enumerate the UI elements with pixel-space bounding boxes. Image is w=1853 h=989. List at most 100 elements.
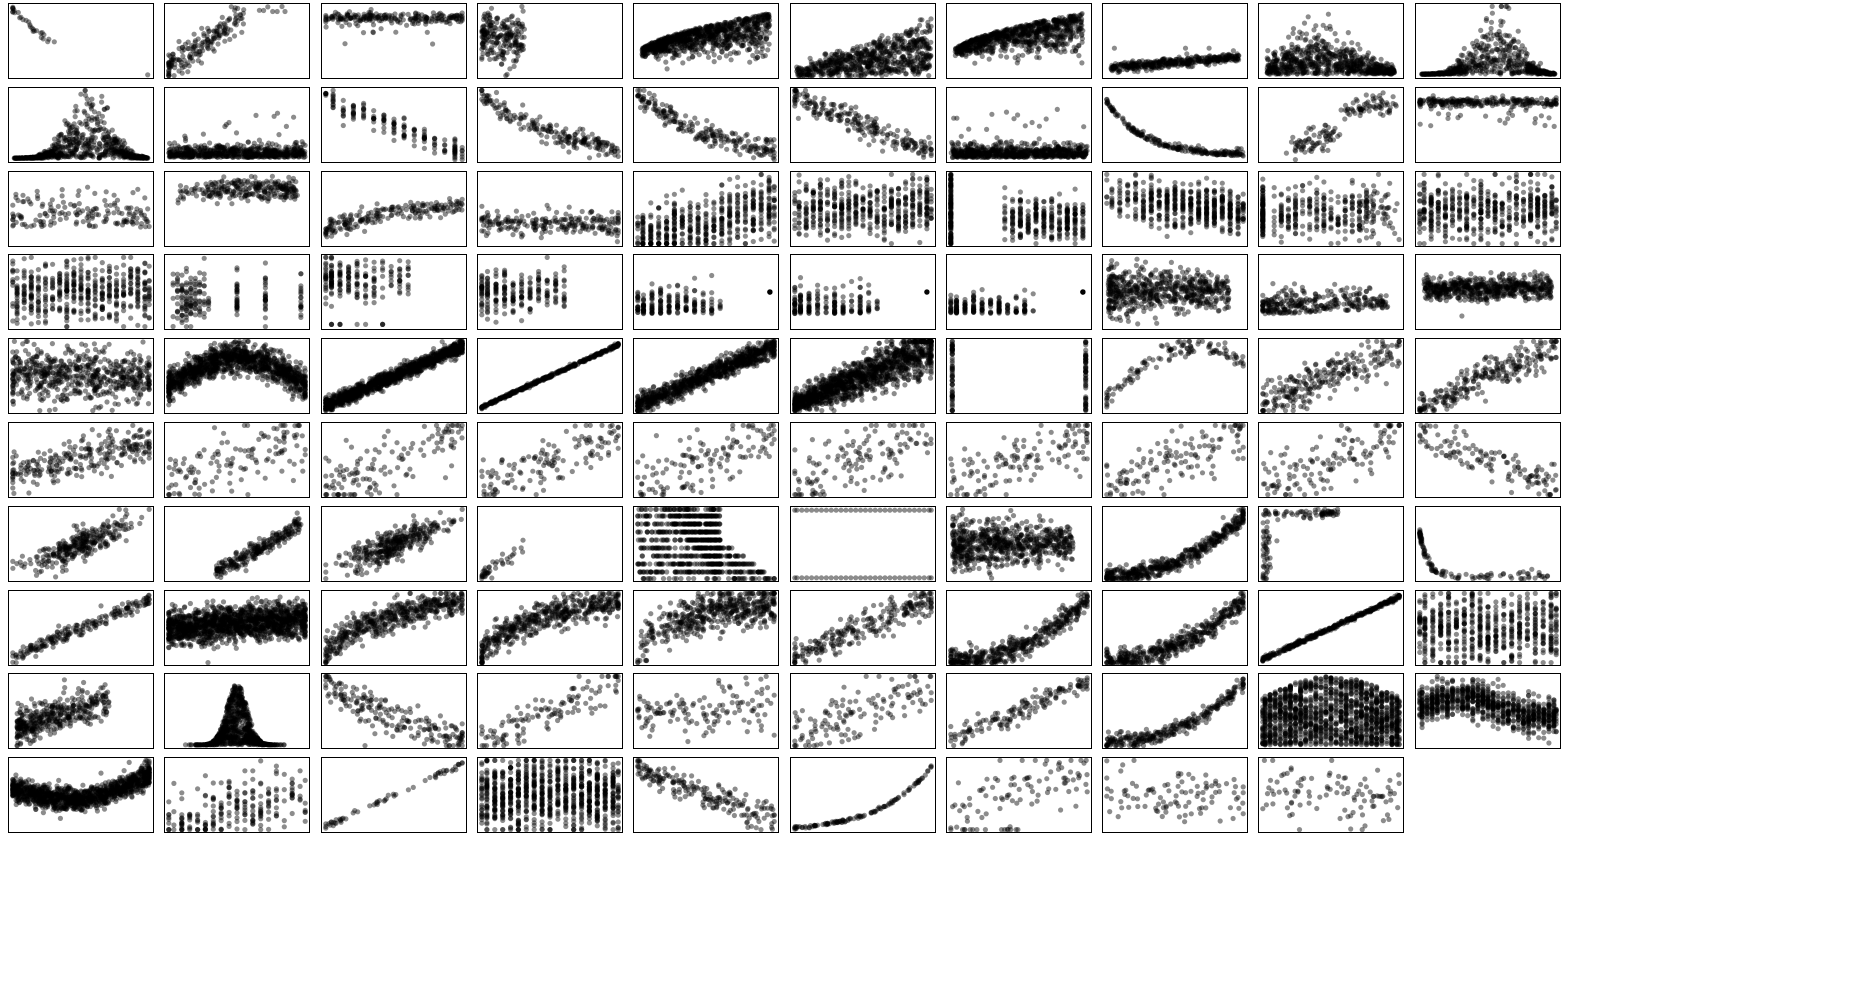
data-point: [755, 16, 761, 22]
data-point: [837, 60, 843, 66]
data-point: [1000, 39, 1006, 45]
data-point: [879, 59, 885, 65]
data-point: [1047, 31, 1053, 37]
data-point: [1012, 26, 1018, 32]
data-point: [1136, 66, 1142, 72]
data-point: [1422, 71, 1428, 77]
data-point: [1276, 70, 1282, 77]
data-point: [111, 147, 117, 153]
data-point: [909, 26, 915, 32]
data-point: [974, 50, 980, 56]
data-point: [847, 54, 853, 60]
data-point: [641, 48, 647, 55]
data-point: [745, 27, 751, 33]
data-point: [689, 54, 696, 60]
data-point: [736, 32, 743, 38]
data-point: [241, 7, 247, 13]
data-point: [822, 62, 828, 68]
data-point: [678, 30, 685, 36]
data-point: [1303, 50, 1309, 56]
data-point: [1360, 61, 1366, 67]
data-point: [1537, 60, 1544, 66]
data-point: [751, 15, 757, 21]
data-point: [871, 39, 877, 45]
data-point: [1286, 61, 1292, 67]
data-point: [454, 12, 460, 18]
data-point: [513, 27, 520, 33]
data-point: [1303, 66, 1309, 72]
data-point: [1351, 49, 1358, 55]
data-point: [653, 47, 659, 53]
data-point: [135, 154, 141, 160]
data-point: [1318, 49, 1324, 55]
data-point: [41, 149, 47, 155]
data-point: [1428, 71, 1434, 77]
data-point: [1361, 62, 1368, 68]
data-point: [1014, 24, 1020, 30]
data-point: [412, 15, 418, 21]
data-point: [1441, 70, 1447, 76]
plot-frame: [164, 3, 310, 79]
data-point: [513, 42, 519, 48]
data-point: [492, 25, 498, 31]
data-point: [718, 27, 725, 33]
data-point: [120, 142, 126, 148]
data-point: [920, 56, 927, 63]
data-point: [748, 39, 755, 45]
data-point: [1278, 61, 1284, 67]
data-point: [1336, 67, 1342, 73]
data-point: [1183, 59, 1189, 65]
data-point: [1460, 68, 1466, 74]
data-point: [707, 33, 713, 39]
data-point: [1455, 69, 1461, 75]
data-point: [663, 51, 669, 57]
data-point: [1479, 66, 1485, 72]
data-point: [671, 42, 677, 49]
data-point: [639, 51, 645, 57]
data-point: [1489, 69, 1495, 75]
data-point: [698, 34, 704, 41]
data-point: [847, 67, 853, 73]
data-point: [1130, 58, 1136, 64]
data-point: [683, 40, 690, 46]
data-point: [869, 46, 875, 53]
data-point: [1338, 60, 1344, 66]
data-point: [678, 31, 684, 37]
data-point: [51, 154, 58, 160]
data-point: [715, 29, 721, 35]
data-point: [1150, 59, 1156, 66]
data-point: [104, 105, 110, 111]
data-point: [1347, 62, 1353, 68]
data-point: [1424, 71, 1430, 77]
data-point: [913, 46, 919, 52]
data-point: [451, 15, 457, 21]
data-point: [1196, 55, 1202, 61]
data-point: [1324, 71, 1330, 77]
data-point: [907, 47, 913, 53]
data-point: [1185, 60, 1191, 66]
data-point: [1322, 57, 1328, 63]
data-point: [1048, 42, 1054, 48]
data-point: [675, 42, 681, 48]
data-point: [1359, 69, 1365, 75]
data-point: [1206, 62, 1212, 68]
data-point: [1294, 59, 1300, 66]
data-point: [1356, 71, 1363, 77]
data-point: [1116, 61, 1122, 67]
data-point: [1375, 64, 1381, 70]
data-point: [690, 28, 696, 34]
data-point: [839, 66, 845, 73]
data-point: [912, 39, 918, 45]
data-point: [922, 64, 928, 70]
data-point: [750, 31, 757, 37]
data-point: [370, 14, 376, 20]
data-point: [925, 62, 931, 68]
data-point: [487, 56, 493, 63]
data-point: [835, 63, 842, 69]
data-point: [480, 41, 486, 48]
data-point: [1051, 34, 1057, 40]
data-point: [212, 36, 218, 42]
data-point: [493, 16, 500, 22]
data-point: [886, 68, 892, 75]
data-point: [704, 50, 711, 56]
